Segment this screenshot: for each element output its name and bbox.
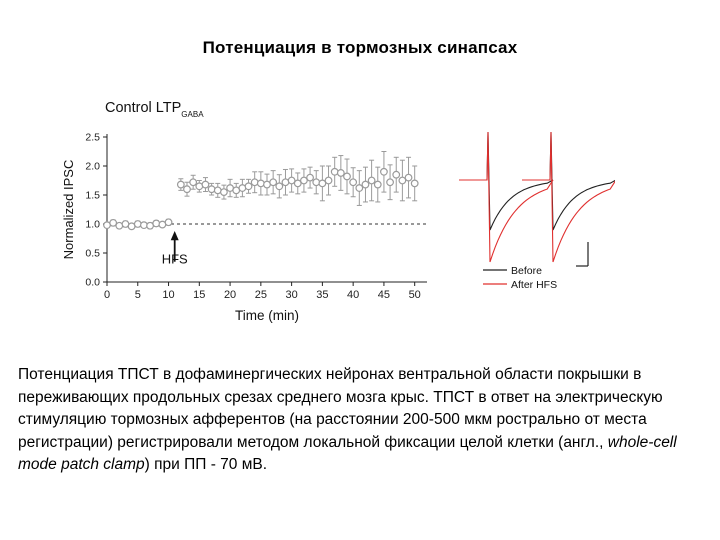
chart-title-subscript: GABA — [181, 110, 204, 119]
data-point — [201, 180, 210, 189]
x-tick-label: 35 — [316, 289, 328, 301]
data-point — [361, 180, 370, 189]
data-point — [324, 176, 333, 185]
data-point — [287, 176, 296, 185]
x-tick-label: 30 — [285, 289, 297, 301]
data-point — [220, 188, 228, 196]
data-point — [367, 176, 376, 185]
data-point — [349, 178, 358, 187]
data-point — [207, 185, 216, 194]
data-point — [318, 179, 327, 188]
x-tick-label: 15 — [193, 289, 205, 301]
data-point — [404, 173, 413, 182]
data-point — [398, 176, 407, 185]
slide-title: Потенциация в тормозных синапсах — [202, 38, 518, 57]
y-tick-label: 2.0 — [85, 161, 100, 173]
data-point — [392, 170, 401, 179]
ipsc-time-chart: Control LTPGABA 0.0 0.5 1.0 1.5 2.0 2.5 0 5 10 15 2… — [61, 100, 427, 323]
y-tick-label: 1.0 — [85, 219, 100, 231]
caption-text-1: Потенциация ТПСТ в дофаминергических ней… — [18, 366, 663, 451]
x-tick-label: 5 — [135, 289, 141, 301]
data-point — [189, 178, 198, 187]
x-tick-label: 0 — [104, 289, 110, 301]
data-point — [152, 219, 161, 228]
y-tick-label: 0.5 — [85, 248, 100, 260]
data-point — [244, 182, 253, 191]
figure-caption: Потенциация ТПСТ в дофаминергических ней… — [18, 364, 708, 477]
data-point — [336, 169, 345, 177]
data-point — [330, 167, 339, 176]
y-tick-label: 2.5 — [85, 132, 100, 144]
data-point — [386, 178, 394, 187]
caption-text-2: ) при ПП - 70 мВ. — [144, 456, 268, 473]
data-point — [300, 176, 308, 185]
x-tick-label: 25 — [255, 289, 267, 301]
caption-italic-term: whole-cell mode patch clamp — [18, 433, 677, 474]
data-point — [133, 220, 142, 228]
trace-before-1 — [459, 131, 554, 231]
data-point — [373, 180, 382, 189]
data-point — [293, 179, 302, 188]
legend-label-after: After HFS — [511, 279, 557, 291]
trace-before-2 — [522, 131, 615, 231]
data-point — [164, 218, 173, 227]
x-axis-label: Time (min) — [235, 308, 299, 323]
chart-title: Control LTPGABA — [105, 100, 204, 119]
data-point — [183, 185, 191, 194]
x-tick-label: 50 — [409, 289, 421, 301]
data-point — [380, 167, 388, 176]
data-point — [269, 178, 278, 187]
x-tick-label: 45 — [378, 289, 390, 301]
data-point — [275, 182, 284, 191]
x-tick-label: 10 — [162, 289, 174, 301]
data-point — [176, 180, 185, 189]
figure: Control LTPGABA 0.0 0.5 1.0 1.5 2.0 2.5 0 5 10 15 2… — [61, 100, 615, 323]
x-tick-label: 20 — [224, 289, 236, 301]
y-axis-label: Normalized IPSC — [61, 160, 76, 260]
trace-after-1 — [459, 131, 554, 263]
data-point — [109, 218, 118, 227]
data-point — [250, 178, 259, 187]
ipsc-trace-chart: Before After HFS — [459, 131, 615, 291]
hfs-label: HFS — [162, 252, 188, 267]
y-tick-label: 1.5 — [85, 190, 100, 202]
data-point — [355, 184, 364, 192]
data-point — [410, 179, 419, 188]
y-tick-label: 0.0 — [85, 277, 100, 289]
trace-after-2 — [522, 131, 615, 263]
legend-label-before: Before — [511, 265, 542, 277]
x-tick-label: 40 — [347, 289, 359, 301]
data-point — [343, 172, 351, 181]
data-point — [312, 178, 321, 187]
data-point — [306, 173, 314, 182]
data-point — [256, 179, 265, 188]
hfs-arrow-head — [170, 230, 179, 241]
